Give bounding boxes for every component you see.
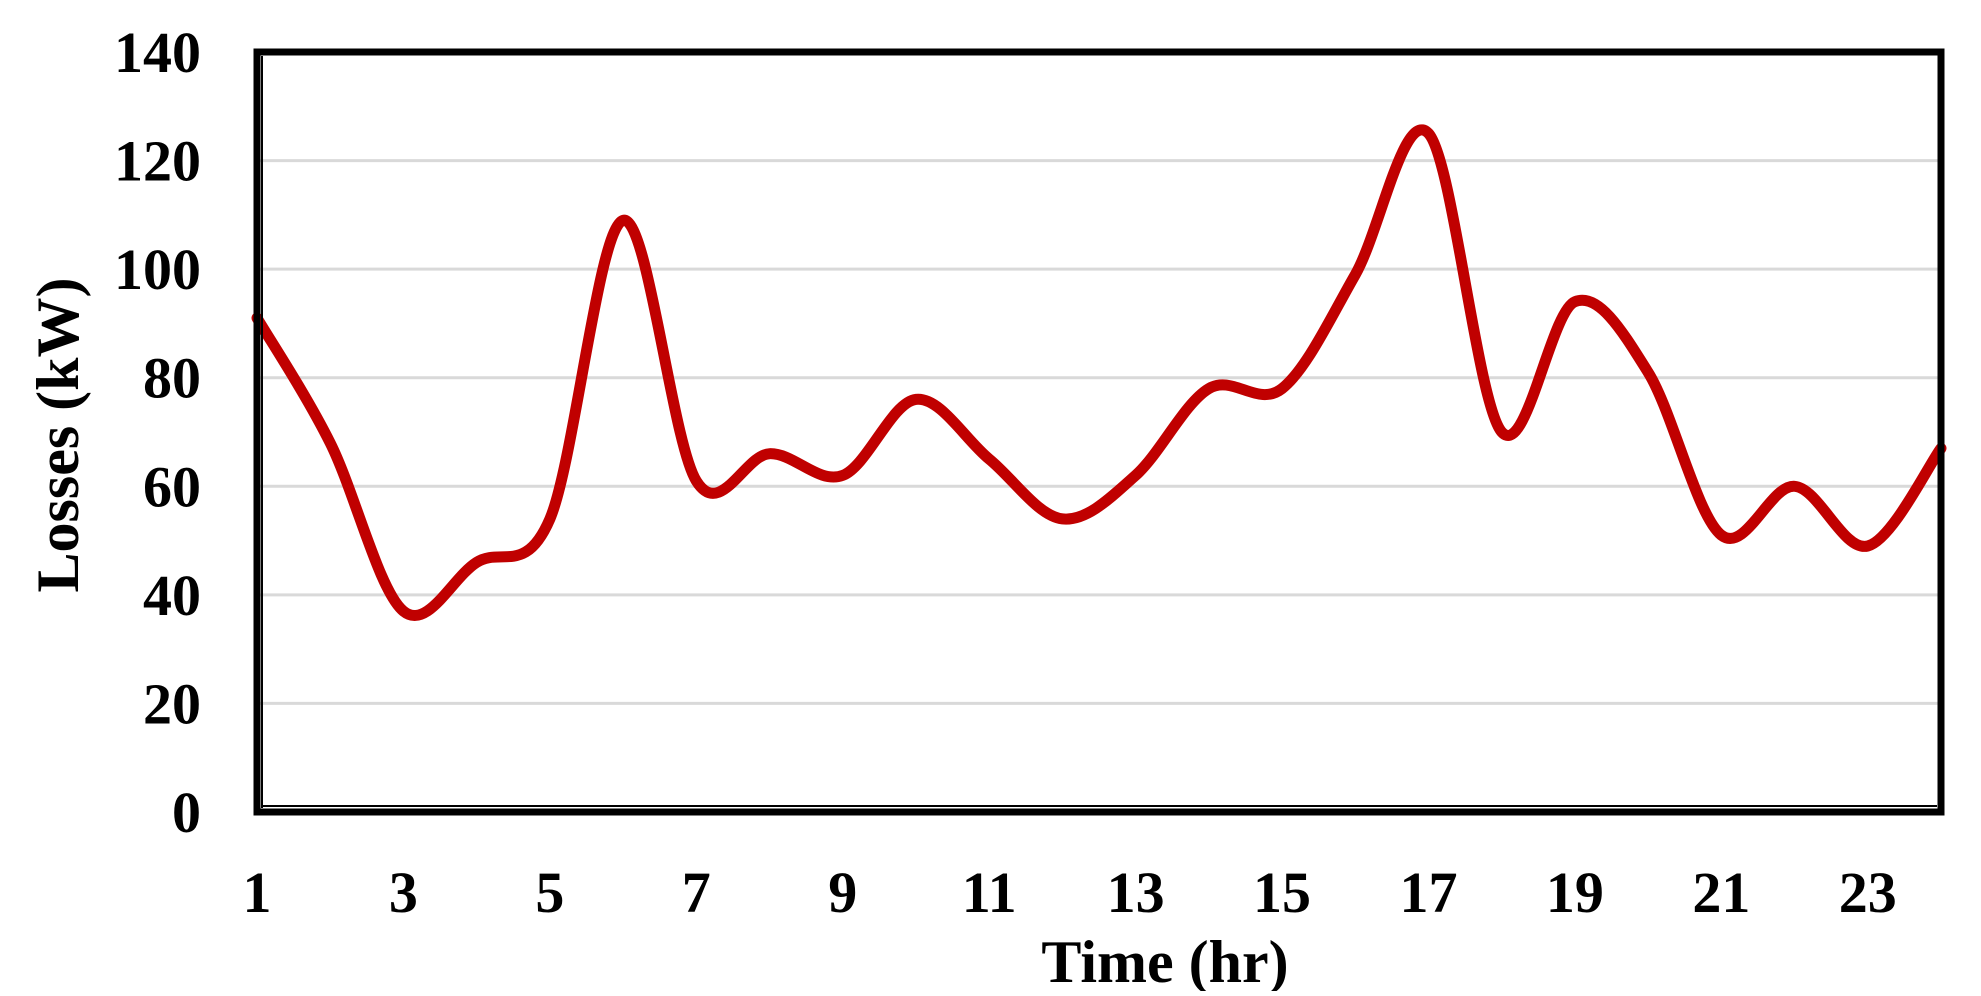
y-tick-label: 120 [114, 129, 201, 194]
data-point [1425, 130, 1431, 136]
data-point [693, 478, 699, 484]
data-point [474, 559, 480, 565]
data-point [547, 516, 553, 522]
data-point [1865, 543, 1871, 549]
y-axis-tick-labels: 0 20 40 60 80 100 120 140 [114, 20, 201, 845]
x-tick-label: 15 [1253, 860, 1311, 925]
y-tick-label: 20 [143, 671, 201, 736]
plot-area-border [253, 48, 1945, 816]
data-point [913, 396, 919, 402]
y-tick-label: 0 [172, 780, 201, 845]
data-point [327, 440, 333, 446]
data-point [1645, 369, 1651, 375]
x-tick-label: 13 [1107, 860, 1165, 925]
data-point [840, 472, 846, 478]
x-tick-label: 19 [1546, 860, 1604, 925]
data-point [767, 451, 773, 457]
data-point [1352, 272, 1358, 278]
data-point [1572, 299, 1578, 305]
data-point [620, 217, 626, 223]
x-tick-label: 21 [1692, 860, 1750, 925]
x-tick-label: 23 [1839, 860, 1897, 925]
x-axis-title: Time (hr) [1041, 929, 1288, 991]
y-tick-label: 140 [114, 20, 201, 85]
series-line-0 [251, 124, 1947, 621]
x-axis-tick-labels: 1 3 5 7 9 11 13 15 17 19 21 23 [243, 860, 1897, 925]
y-tick-label: 100 [114, 237, 201, 302]
x-tick-label: 3 [389, 860, 418, 925]
x-tick-label: 1 [243, 860, 272, 925]
y-tick-label: 80 [143, 346, 201, 411]
x-tick-label: 5 [535, 860, 564, 925]
data-point [1059, 516, 1065, 522]
series-layer [251, 124, 1947, 621]
data-point [1206, 386, 1212, 392]
x-tick-label: 17 [1399, 860, 1457, 925]
data-point [1718, 532, 1724, 538]
data-point [1499, 429, 1505, 435]
data-point [986, 456, 992, 462]
y-tick-label: 60 [143, 454, 201, 519]
data-point [1792, 483, 1798, 489]
data-point [400, 608, 406, 614]
x-tick-label: 7 [682, 860, 711, 925]
y-axis-title: Losses (kW) [25, 277, 91, 592]
x-tick-label: 11 [962, 860, 1017, 925]
grid-lines [257, 159, 1941, 705]
y-tick-label: 40 [143, 563, 201, 628]
data-point [1133, 472, 1139, 478]
x-tick-label: 9 [828, 860, 857, 925]
data-point [1279, 386, 1285, 392]
